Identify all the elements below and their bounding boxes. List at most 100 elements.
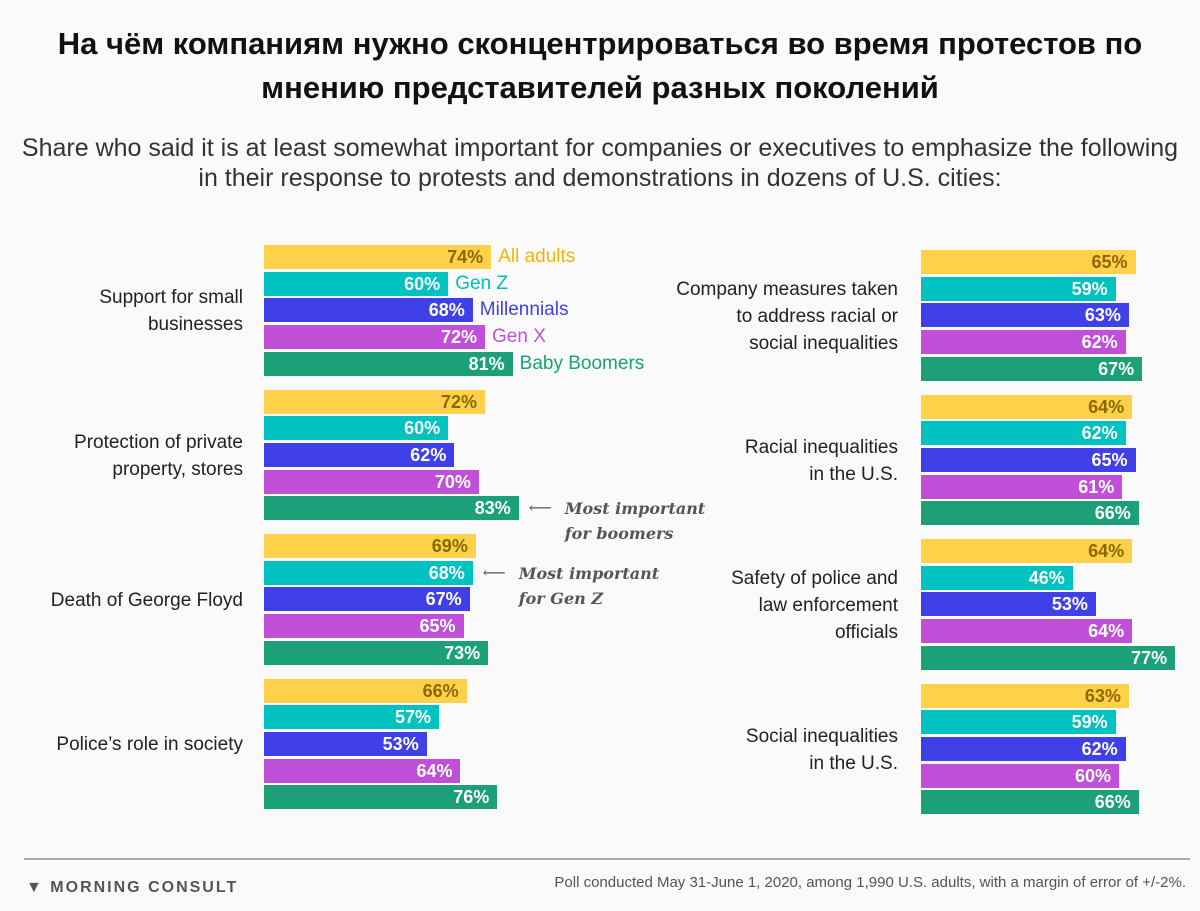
bar bbox=[264, 496, 519, 521]
data-label: 53% bbox=[382, 733, 419, 754]
legend-item: Gen Z bbox=[455, 272, 508, 294]
divider bbox=[24, 858, 1190, 860]
data-label: 65% bbox=[1091, 252, 1128, 272]
data-label: 72% bbox=[441, 327, 478, 348]
annotation-arrow-icon: ⟵ bbox=[482, 562, 506, 582]
category-label: Safety of police and law enforcement offic… bbox=[731, 567, 898, 643]
bar bbox=[921, 565, 1073, 590]
data-label: 64% bbox=[1088, 396, 1125, 417]
bar bbox=[264, 705, 439, 730]
data-label: 65% bbox=[419, 616, 456, 637]
bar bbox=[264, 587, 470, 612]
category-label: Police’s role in society bbox=[56, 734, 243, 755]
data-label: 61% bbox=[1078, 476, 1115, 497]
bar bbox=[921, 394, 1133, 419]
category-label: Company measures taken to address racial … bbox=[676, 278, 898, 354]
bar bbox=[264, 758, 461, 783]
bar bbox=[264, 271, 449, 296]
legend-item: Millennials bbox=[479, 299, 569, 321]
logo: ▼ MORNING CONSULT bbox=[26, 879, 238, 897]
bar bbox=[264, 614, 464, 639]
bar bbox=[921, 356, 1143, 381]
data-label: 66% bbox=[1094, 503, 1131, 524]
bar bbox=[921, 790, 1139, 815]
data-label: 62% bbox=[410, 444, 447, 465]
bar bbox=[264, 560, 473, 585]
data-label: 53% bbox=[1051, 594, 1088, 615]
category-label: Support for small businesses bbox=[99, 287, 243, 335]
data-label: 60% bbox=[404, 418, 441, 439]
data-label: 60% bbox=[1074, 765, 1111, 786]
data-label: 62% bbox=[1081, 738, 1118, 759]
bar bbox=[264, 389, 486, 414]
bar bbox=[921, 276, 1116, 301]
bar bbox=[921, 619, 1133, 644]
bar bbox=[921, 592, 1096, 617]
logo-text: MORNING CONSULT bbox=[50, 879, 239, 896]
data-label: 83% bbox=[474, 498, 511, 519]
data-label: 59% bbox=[1071, 712, 1108, 733]
data-label: 70% bbox=[434, 471, 471, 492]
chart-title: На чём компаниям нужно сконцентрироватьс… bbox=[57, 26, 1143, 105]
bar bbox=[921, 501, 1139, 526]
bar bbox=[921, 683, 1129, 708]
data-label: 66% bbox=[1094, 792, 1131, 813]
bar bbox=[921, 330, 1126, 355]
data-label: 59% bbox=[1071, 278, 1108, 299]
logo-icon: ▼ bbox=[26, 879, 44, 896]
data-label: 73% bbox=[444, 642, 481, 663]
bar bbox=[921, 421, 1126, 446]
bar bbox=[921, 250, 1136, 274]
data-label: 57% bbox=[394, 707, 431, 728]
bar bbox=[264, 469, 479, 494]
bar bbox=[921, 539, 1133, 563]
bar bbox=[264, 416, 449, 441]
bar bbox=[921, 710, 1116, 735]
data-label: 64% bbox=[416, 760, 453, 781]
bar bbox=[921, 736, 1126, 761]
source-note: Poll conducted May 31-June 1, 2020, amon… bbox=[554, 874, 1186, 891]
data-label: 60% bbox=[404, 273, 441, 294]
bar bbox=[921, 763, 1119, 788]
data-label: 72% bbox=[441, 391, 478, 412]
data-label: 62% bbox=[1081, 423, 1118, 444]
category-label: Death of George Floyd bbox=[50, 589, 243, 611]
data-label: 74% bbox=[447, 247, 484, 267]
chart-subtitle: Share who said it is at least somewhat i… bbox=[21, 134, 1179, 192]
category-label: Racial inequalities in the U.S. bbox=[744, 436, 898, 485]
bar bbox=[921, 447, 1136, 472]
data-label: 68% bbox=[428, 562, 465, 583]
data-label: 81% bbox=[468, 353, 505, 374]
legend-item: Baby Boomers bbox=[519, 352, 645, 374]
data-label: 76% bbox=[453, 787, 490, 808]
annotation: Most important for Gen Z bbox=[518, 563, 660, 608]
data-label: 66% bbox=[422, 680, 459, 701]
data-label: 62% bbox=[1081, 332, 1118, 353]
category-label: Protection of private property, stores bbox=[74, 431, 243, 480]
legend-item: Gen X bbox=[492, 326, 546, 348]
data-label: 69% bbox=[431, 536, 468, 556]
bar bbox=[264, 351, 513, 376]
bar bbox=[921, 645, 1176, 670]
data-label: 64% bbox=[1088, 541, 1125, 561]
data-label: 68% bbox=[428, 300, 465, 321]
bar bbox=[264, 640, 489, 665]
bar bbox=[264, 678, 467, 703]
annotation-arrow-icon: ⟵ bbox=[528, 498, 552, 518]
bar bbox=[921, 303, 1129, 328]
bar bbox=[921, 474, 1123, 499]
bar bbox=[264, 245, 492, 269]
bar bbox=[264, 534, 476, 558]
data-label: 65% bbox=[1091, 449, 1128, 470]
data-label: 63% bbox=[1084, 305, 1121, 326]
bar bbox=[264, 298, 473, 323]
bar bbox=[264, 731, 427, 756]
bar bbox=[264, 442, 455, 467]
data-label: 67% bbox=[1098, 358, 1135, 379]
data-label: 46% bbox=[1028, 567, 1065, 588]
annotation: Most important for boomers bbox=[564, 499, 706, 544]
data-label: 64% bbox=[1088, 621, 1125, 642]
bar bbox=[264, 785, 498, 810]
data-label: 77% bbox=[1131, 647, 1168, 668]
